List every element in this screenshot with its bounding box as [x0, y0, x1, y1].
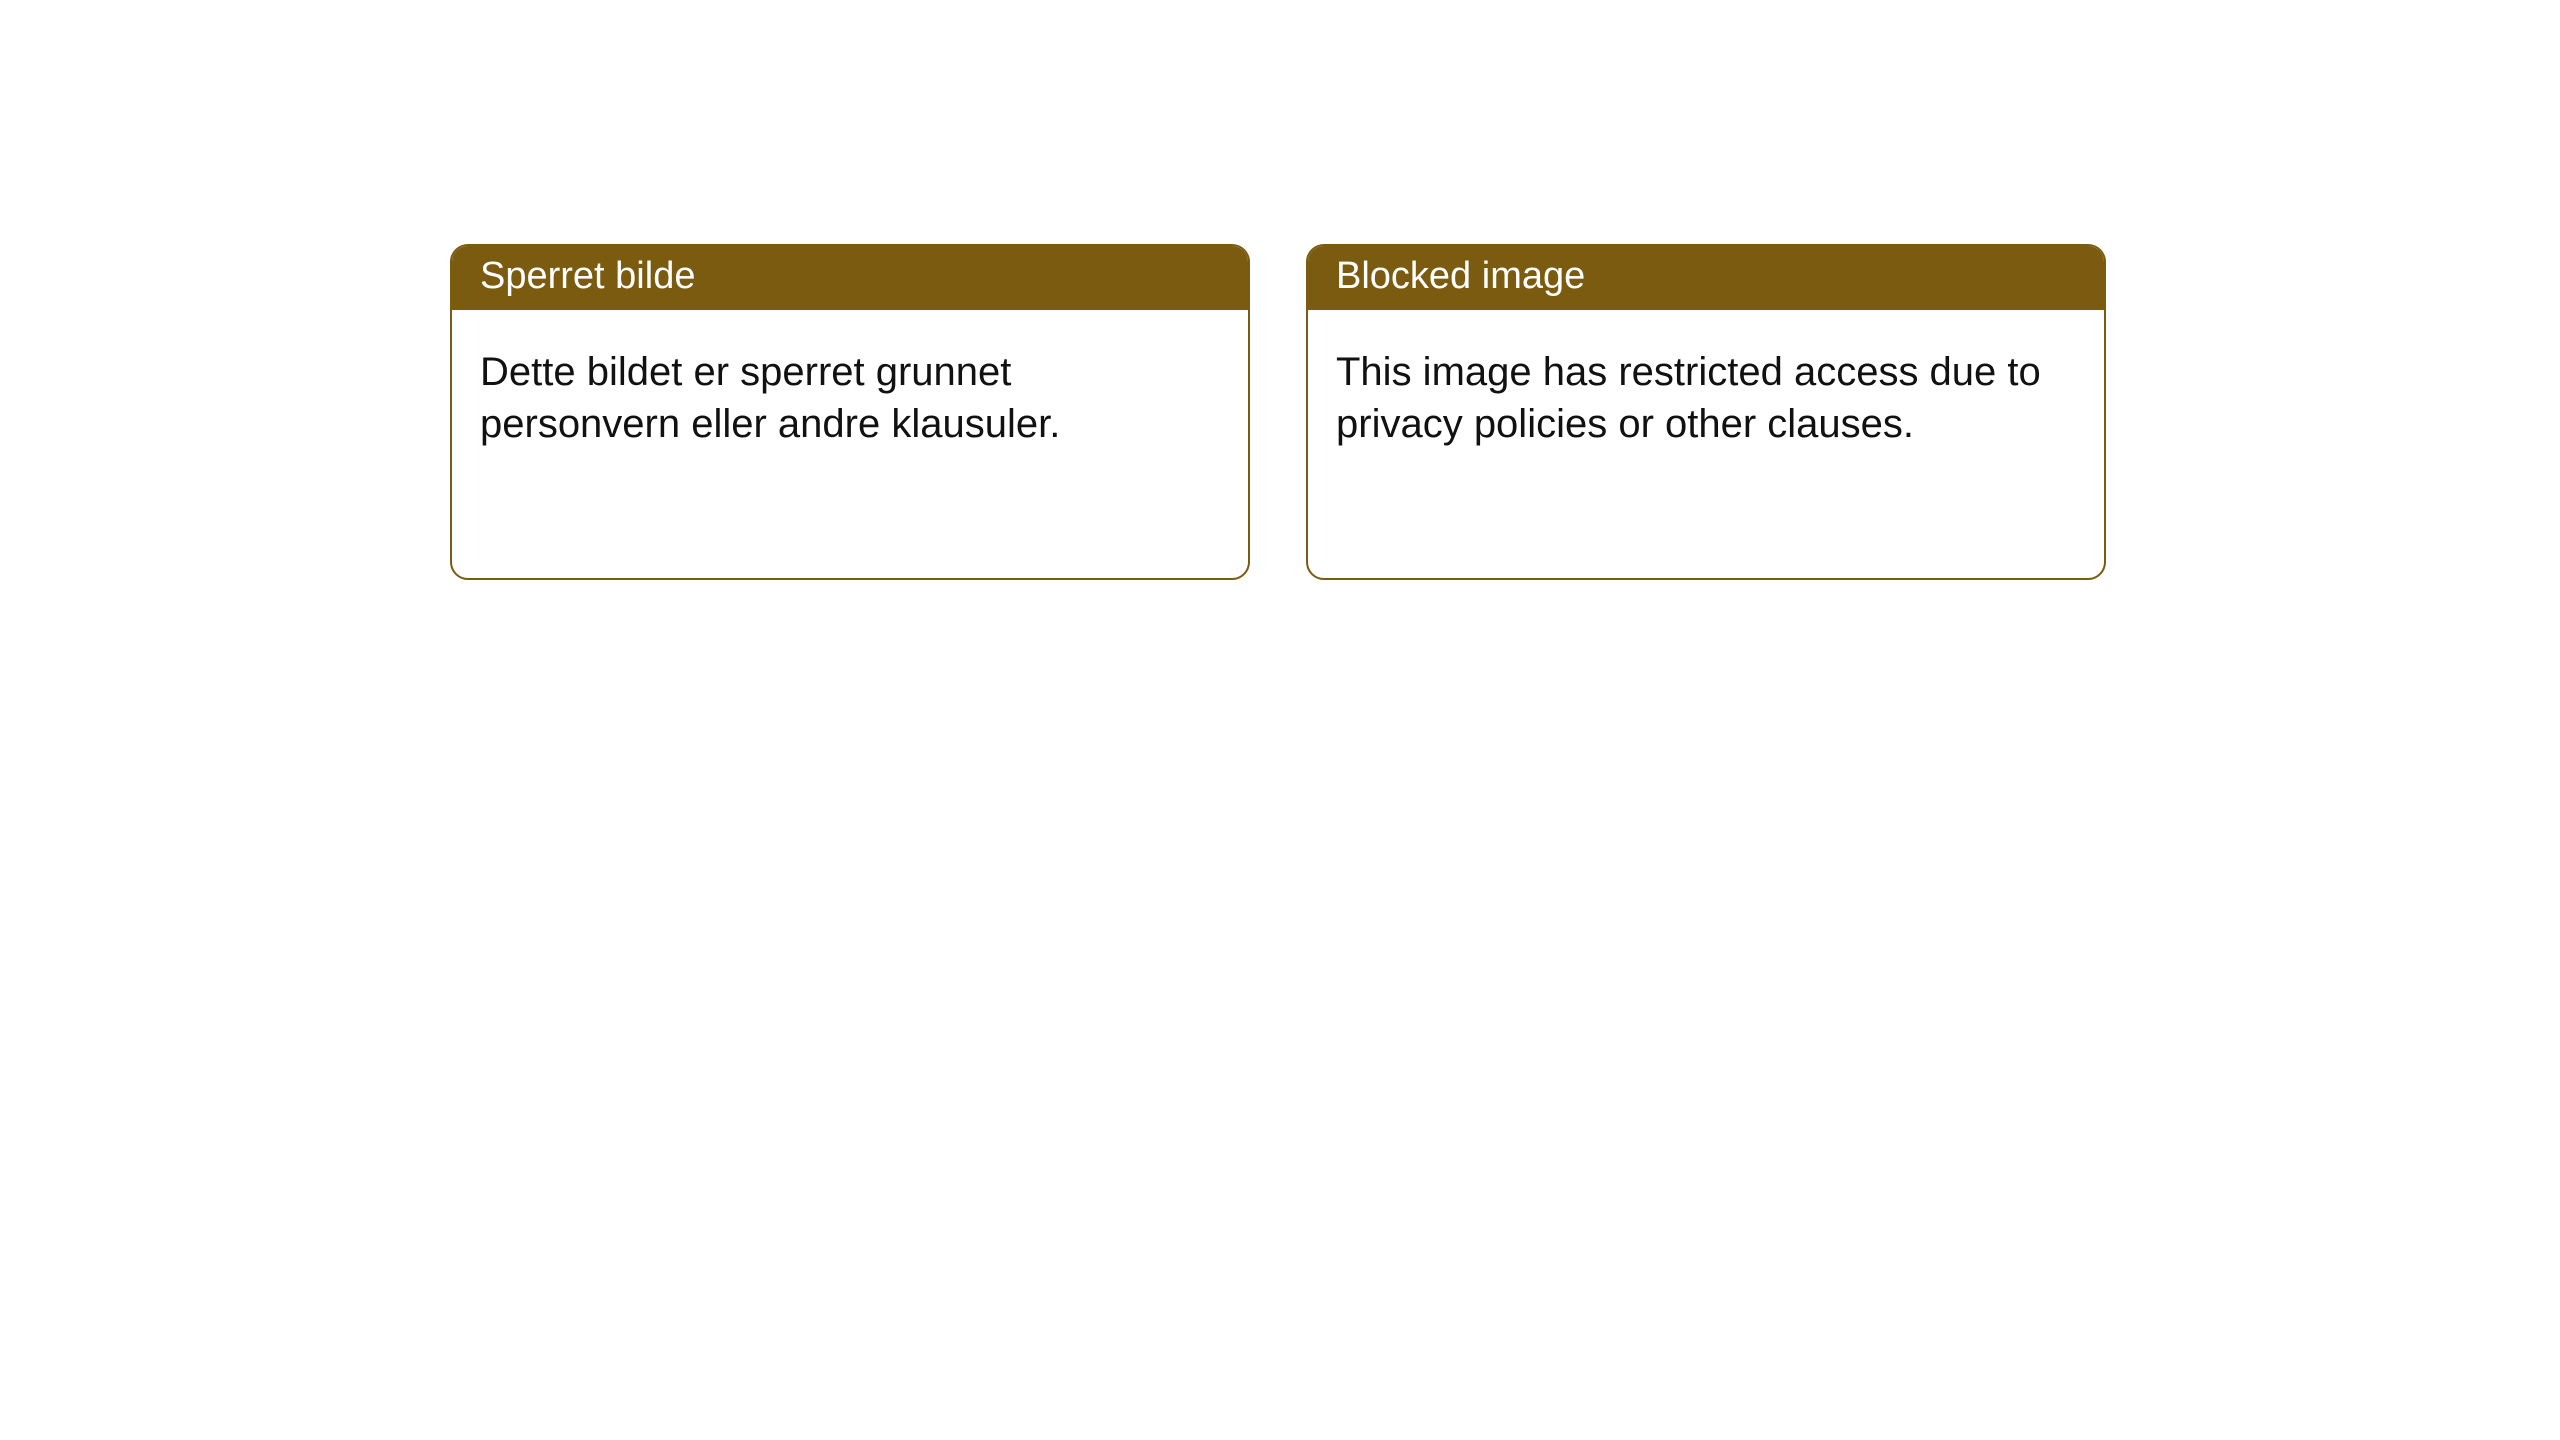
notice-container: Sperret bilde Dette bildet er sperret gr…: [450, 244, 2106, 580]
card-header-en: Blocked image: [1308, 246, 2104, 310]
card-header-no: Sperret bilde: [452, 246, 1248, 310]
blocked-image-card-en: Blocked image This image has restricted …: [1306, 244, 2106, 580]
card-body-en: This image has restricted access due to …: [1308, 310, 2104, 478]
card-body-no: Dette bildet er sperret grunnet personve…: [452, 310, 1248, 478]
blocked-image-card-no: Sperret bilde Dette bildet er sperret gr…: [450, 244, 1250, 580]
